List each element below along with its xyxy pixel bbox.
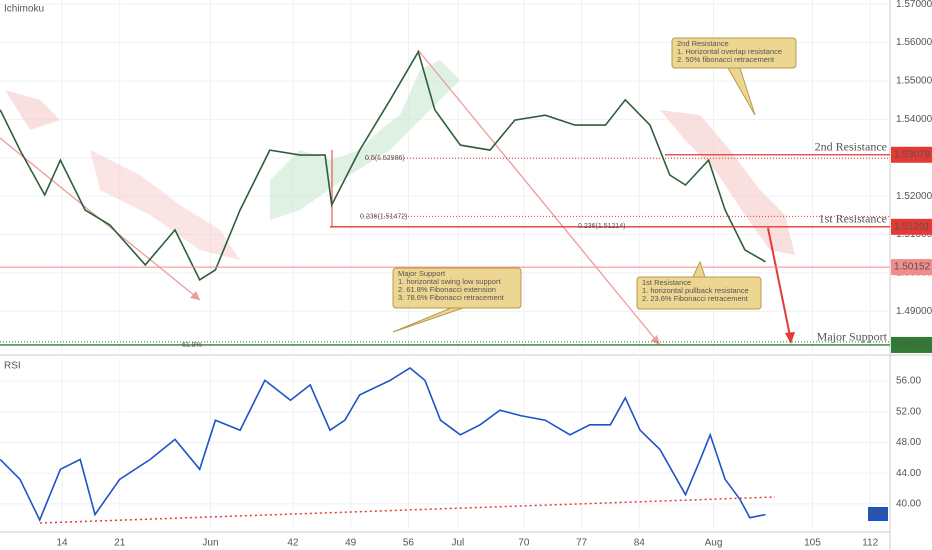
cloud	[660, 110, 795, 255]
price-line	[0, 367, 766, 522]
forecast-arrow	[767, 227, 791, 337]
x-tick-label: Jun	[202, 538, 218, 549]
level-name: 1st Resistance	[819, 212, 887, 226]
y-tick-label: 1.52000	[896, 191, 932, 202]
x-tick-label: 77	[576, 538, 588, 549]
y-tick-label: 1.54000	[896, 114, 932, 125]
x-tick-label: 84	[634, 538, 646, 549]
badge	[868, 507, 888, 521]
y-tick-label: 56.00	[896, 376, 921, 387]
level-tag	[891, 146, 932, 163]
x-tick-label: 14	[56, 538, 68, 549]
panel-label: Ichimoku	[4, 4, 44, 15]
y-tick-label: 40.00	[896, 499, 921, 510]
level-name: 2nd Resistance	[815, 140, 887, 154]
callout-text: 2. 50% fibonacci retracement	[677, 55, 775, 64]
callout-text: 2. 61.8% Fibonacci extension	[398, 285, 496, 294]
current-price-tag	[891, 259, 932, 276]
callout-box	[636, 276, 762, 310]
x-tick-label: 49	[345, 538, 357, 549]
arrow-head	[785, 332, 795, 344]
fib-label: 0.5(1.52986)	[365, 155, 405, 162]
callout-text: 2. 23.6% Fibonacci retracement	[642, 294, 749, 303]
x-tick-label: 56	[403, 538, 415, 549]
x-tick-label: 105	[804, 538, 821, 549]
level-value: 1.53078	[894, 149, 931, 160]
y-tick-label: 44.00	[896, 468, 921, 479]
level-value: 1.51201	[894, 221, 931, 232]
current-price-label: 1.50152	[894, 262, 931, 273]
level-name: Major Support	[817, 330, 888, 344]
y-tick-label: 1.56000	[896, 37, 932, 48]
y-tick-label: 1.55000	[896, 76, 932, 87]
callout-box	[392, 267, 522, 309]
callout-text: 1. horizontal pullback resistance	[642, 286, 749, 295]
x-tick-label: 112	[862, 538, 878, 549]
arrow-head	[190, 291, 200, 300]
y-tick-label: 1.57000	[896, 0, 932, 10]
x-tick-label: 70	[518, 538, 530, 549]
x-tick-label: 21	[114, 538, 126, 549]
fib-label: 0.236(1.51472)	[360, 213, 407, 220]
y-tick-label: 48.00	[896, 437, 921, 448]
y-tick-label: 1.49000	[896, 306, 932, 317]
annotation: 0.236(1.51214)	[578, 223, 625, 230]
arrow-head	[651, 335, 660, 345]
x-tick-label: Jul	[451, 538, 464, 549]
callout-text: 1st Resistance	[642, 278, 691, 287]
callout-text: 1. horizontal swing low support	[398, 277, 501, 286]
level-tag	[891, 218, 932, 235]
annotation: 61.8%	[182, 342, 202, 349]
panel-label: RSI	[4, 361, 21, 372]
callout-text: 2nd Resistance	[677, 39, 729, 48]
callout-text: 3. 78.6% Fibonacci retracement	[398, 293, 505, 302]
cloud	[270, 60, 460, 220]
callout-text: Major Support	[398, 269, 446, 278]
x-tick-label: 42	[287, 538, 299, 549]
badge-label: RSI	[870, 509, 887, 520]
trend-arrow	[417, 49, 661, 346]
y-tick-label: 52.00	[896, 406, 921, 417]
x-tick-label: Aug	[705, 538, 723, 549]
cloud	[5, 90, 60, 130]
level-tag	[891, 336, 932, 353]
level-value: 1.48124	[894, 340, 931, 351]
callout-box	[671, 37, 797, 69]
callout-text: 1. Horizontal overlap resistance	[677, 47, 782, 56]
price-line	[0, 49, 766, 281]
cloud	[90, 150, 240, 260]
